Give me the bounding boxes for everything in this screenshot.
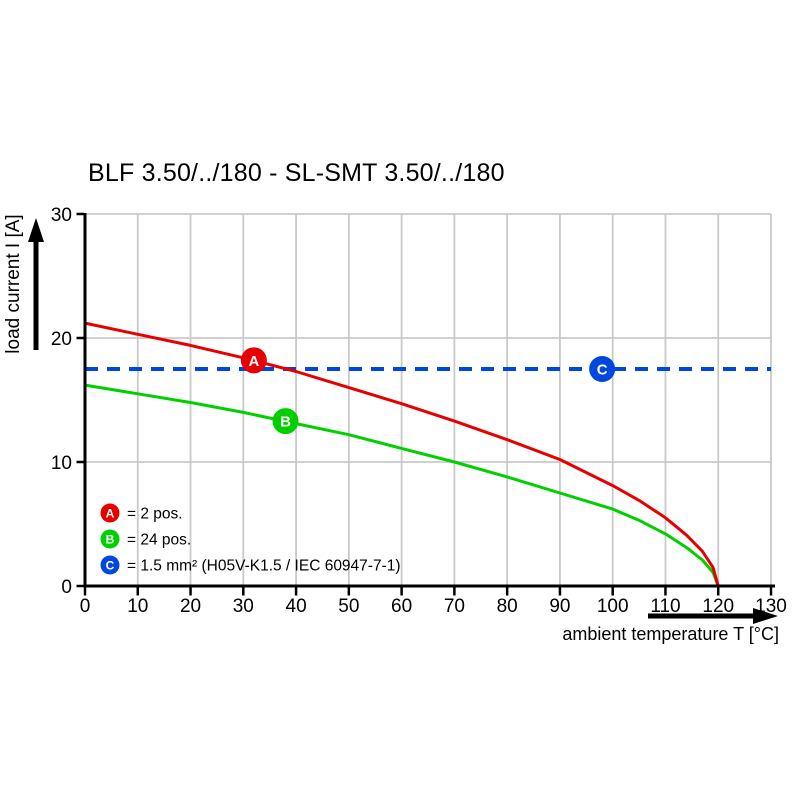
marker-b-letter: B bbox=[280, 414, 291, 431]
x-tick-label: 20 bbox=[180, 596, 201, 617]
y-tick-label: 30 bbox=[51, 205, 72, 226]
y-axis-arrow-icon bbox=[28, 218, 44, 242]
x-tick-label: 110 bbox=[650, 596, 680, 617]
x-tick-label: 90 bbox=[549, 596, 570, 617]
x-tick-label: 60 bbox=[391, 596, 412, 617]
x-tick-label: 0 bbox=[80, 596, 91, 617]
x-axis-arrow-icon bbox=[753, 608, 778, 624]
y-tick-label: 20 bbox=[51, 329, 72, 350]
legend-a-circle bbox=[100, 503, 120, 523]
y-tick-label: 10 bbox=[51, 453, 72, 474]
x-axis-label: ambient temperature T [°C] bbox=[562, 624, 779, 644]
x-tick-label: 100 bbox=[597, 596, 629, 617]
curve-2-pos- bbox=[83, 321, 720, 588]
legend-b-letter: B bbox=[106, 533, 115, 547]
legend-a-letter: A bbox=[106, 507, 115, 521]
x-tick-label: 120 bbox=[702, 596, 734, 617]
x-tick-label: 80 bbox=[497, 596, 518, 617]
legend-b-label: = 24 pos. bbox=[127, 532, 191, 549]
legend-b-circle bbox=[100, 529, 120, 549]
chart-title: BLF 3.50/../180 - SL-SMT 3.50/../180 bbox=[88, 159, 505, 187]
legend-c-circle bbox=[100, 555, 120, 575]
legend-c-label: = 1.5 mm² (H05V-K1.5 / IEC 60947-7-1) bbox=[127, 558, 401, 575]
marker-b-circle bbox=[272, 408, 299, 435]
legend-a-label: = 2 pos. bbox=[127, 506, 183, 523]
marker-c-circle bbox=[589, 356, 616, 382]
curve-24-pos- bbox=[83, 383, 720, 588]
x-tick-label: 50 bbox=[338, 596, 359, 617]
y-axis-label: load current I [A] bbox=[3, 214, 24, 353]
x-tick-label: 10 bbox=[127, 596, 148, 617]
legend-c-letter: C bbox=[106, 559, 115, 573]
marker-c-letter: C bbox=[597, 362, 608, 379]
marker-a-circle bbox=[240, 347, 267, 374]
marker-a-letter: A bbox=[248, 353, 259, 370]
y-tick-label: 0 bbox=[61, 577, 72, 598]
x-tick-label: 40 bbox=[286, 596, 307, 617]
x-tick-label: 30 bbox=[233, 596, 254, 617]
x-tick-label: 70 bbox=[444, 596, 465, 617]
